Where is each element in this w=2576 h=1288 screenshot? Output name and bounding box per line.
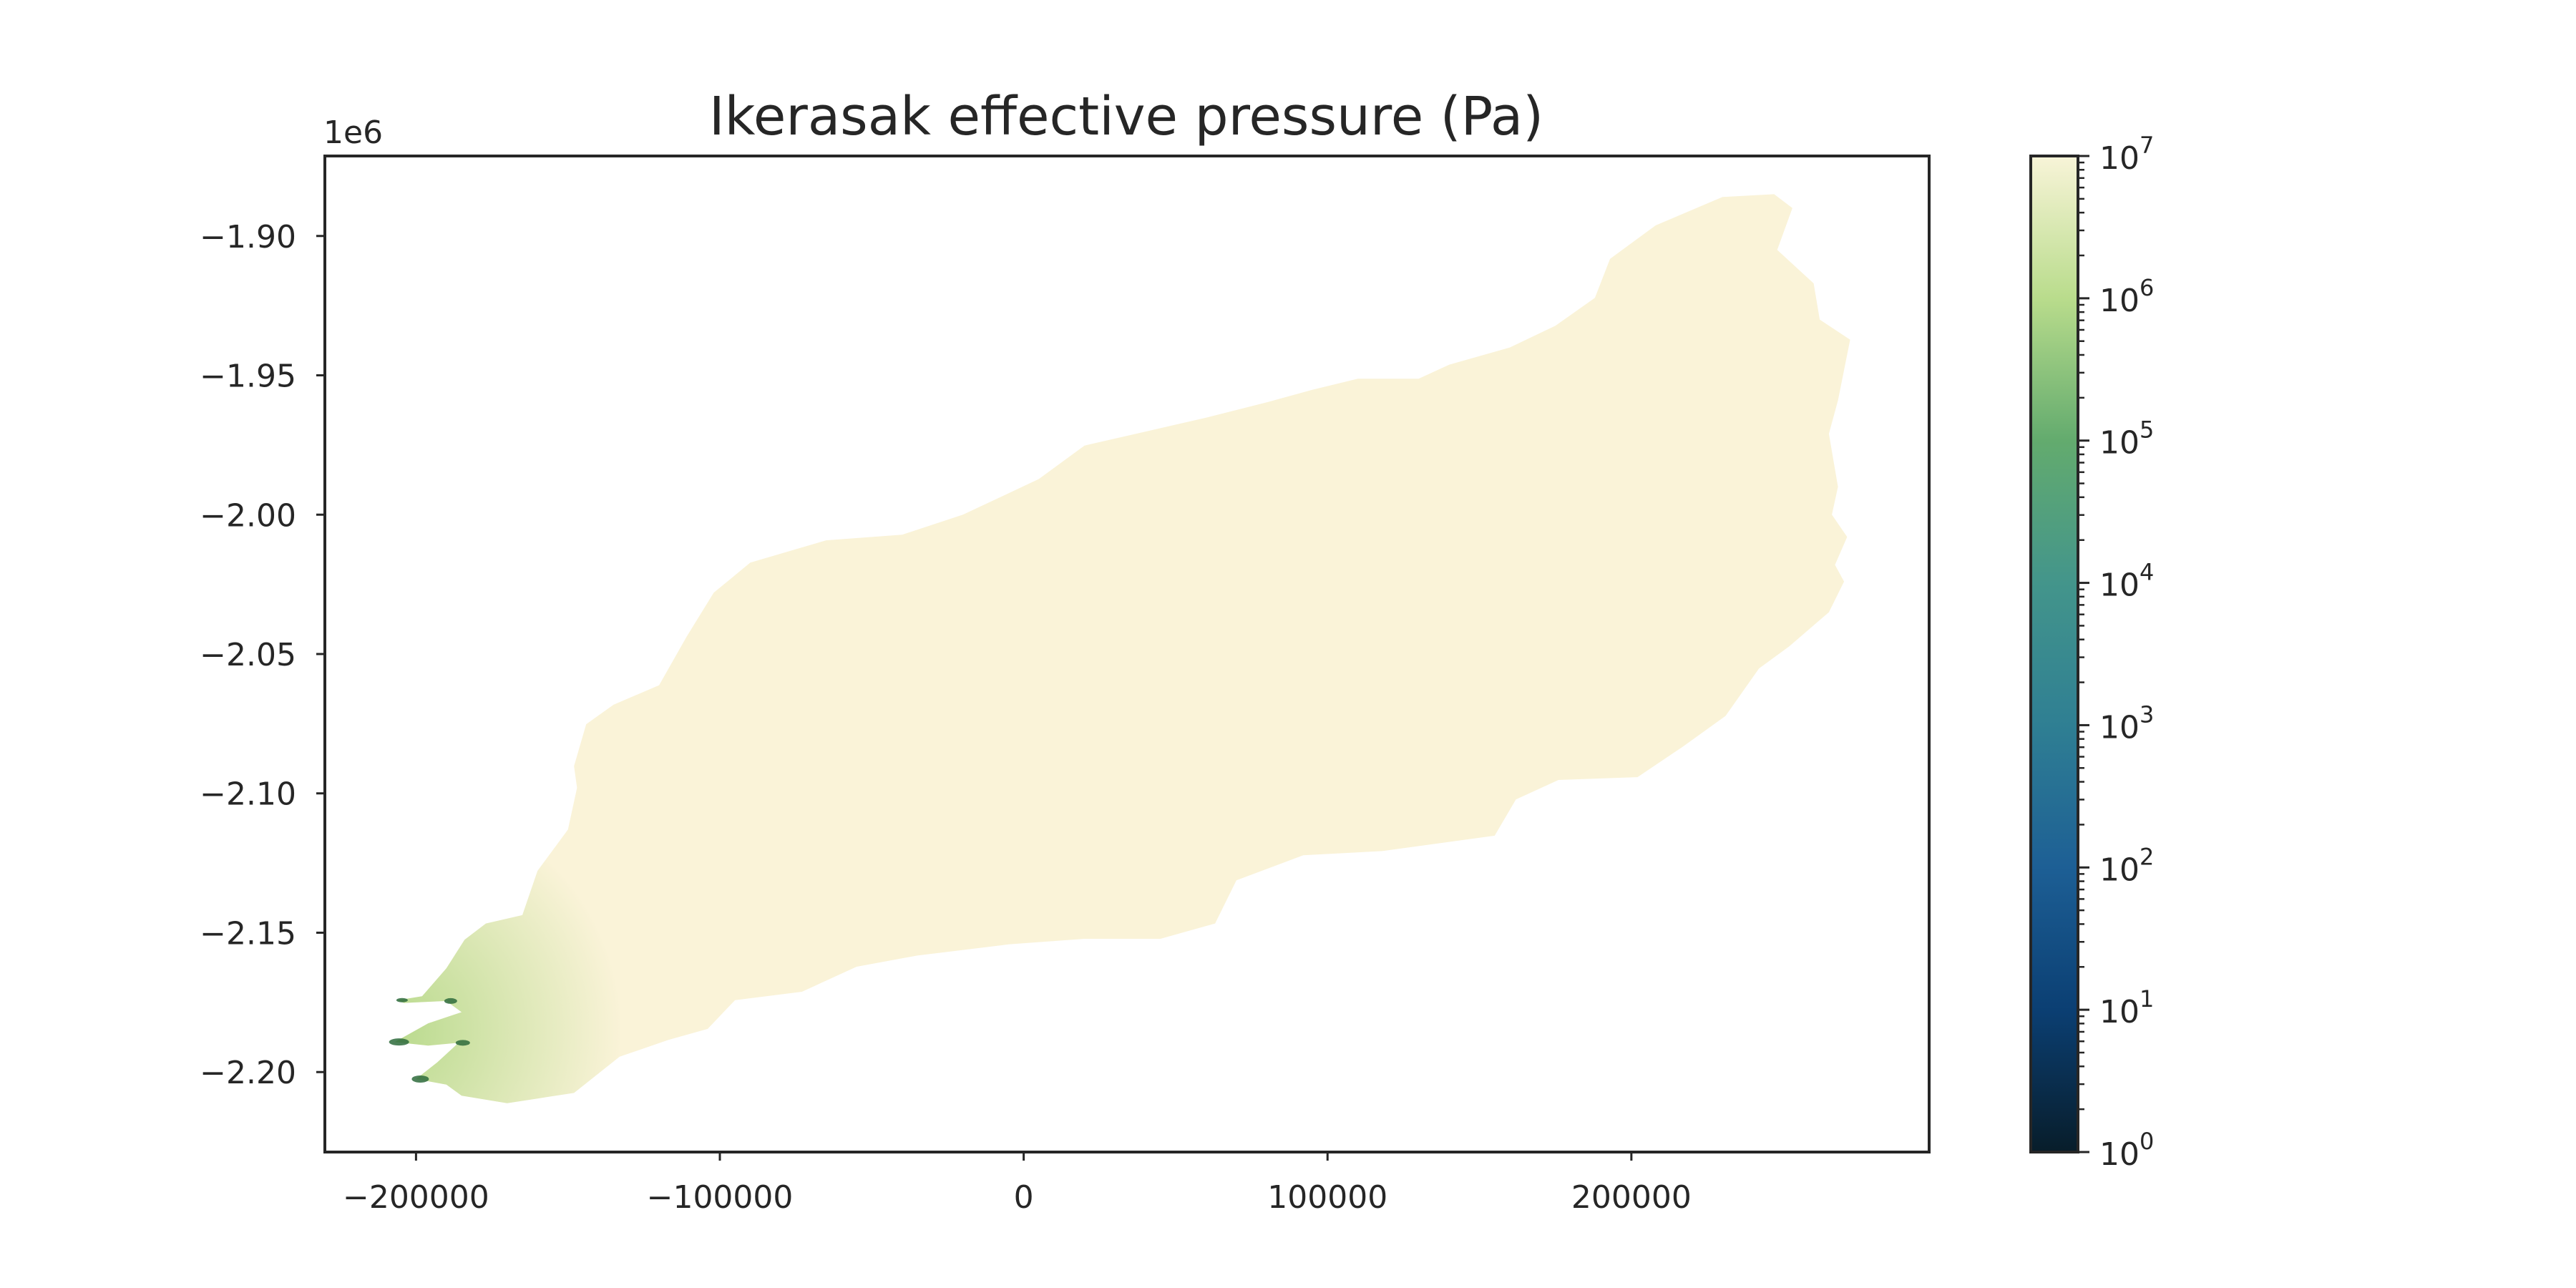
colorbar-tick-exponent: 7 [2140, 132, 2154, 159]
colorbar-tick-exponent: 5 [2140, 416, 2154, 444]
y-tick-label: −2.05 [200, 637, 296, 673]
colorbar-frame [2029, 155, 2079, 1153]
colorbar-tick-exponent: 1 [2140, 985, 2154, 1013]
plot-area [389, 194, 1850, 1103]
colorbar-tick-label: 102 [2099, 843, 2154, 888]
y-tick-label: −2.15 [200, 915, 296, 952]
x-tick-label: −200000 [343, 1179, 489, 1216]
y-axis: −1.90 −1.95 −2.00 −2.05 −2.10 −2.15 −2.20 [200, 219, 325, 1091]
colorbar-tick-label: 101 [2099, 985, 2154, 1030]
colorbar-fill [2031, 156, 2078, 1152]
colorbar-tick-exponent: 4 [2140, 559, 2154, 586]
colorbar-tick-label: 106 [2099, 274, 2154, 319]
terminus-edge-mark [396, 997, 408, 1002]
colorbar-tick-label: 100 [2099, 1128, 2154, 1173]
colorbar-tick-label: 107 [2099, 132, 2154, 177]
colorbar-tick-exponent: 2 [2140, 843, 2154, 870]
x-axis: −200000 −100000 0 100000 200000 [343, 1152, 1692, 1216]
y-tick-label: −2.10 [200, 776, 296, 813]
colorbar-tick-label: 103 [2099, 701, 2154, 746]
x-tick-label: 200000 [1571, 1179, 1692, 1216]
x-tick-label: 0 [1014, 1179, 1034, 1216]
y-tick-label: −1.90 [200, 219, 296, 255]
colorbar-tick-exponent: 6 [2140, 274, 2154, 301]
x-tick-label: −100000 [647, 1179, 794, 1216]
terminus-edge-mark [455, 1040, 470, 1046]
terminus-edge-mark [389, 1038, 409, 1046]
colorbar-tick-exponent: 3 [2140, 701, 2154, 728]
terminus-edge-mark [411, 1075, 429, 1083]
terminus-edge-mark [444, 997, 457, 1004]
y-tick-label: −2.20 [200, 1055, 296, 1091]
colorbar-tick-exponent: 0 [2140, 1128, 2154, 1155]
colorbar-tick-label: 104 [2099, 559, 2154, 604]
y-tick-label: −2.00 [200, 497, 296, 534]
y-offset-label: 1e6 [323, 114, 384, 151]
x-tick-label: 100000 [1267, 1179, 1387, 1216]
chart-title: Ikerasak effective pressure (Pa) [708, 86, 1544, 147]
colorbar-tick-label: 105 [2099, 416, 2154, 462]
terminus-low-pressure-zone [394, 194, 1850, 1103]
y-tick-label: −1.95 [200, 358, 296, 395]
